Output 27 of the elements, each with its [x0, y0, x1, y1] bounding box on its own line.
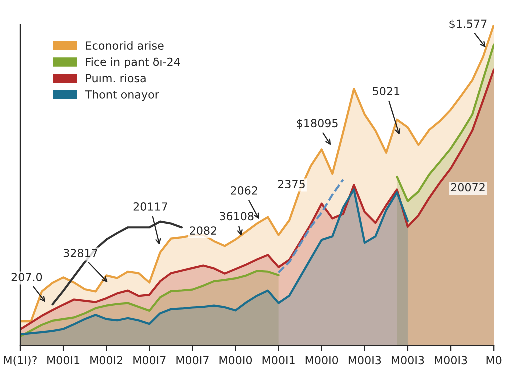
- annotation: 20072: [451, 183, 485, 192]
- annotation: 2082: [190, 226, 216, 235]
- annotation: 20117: [134, 202, 168, 211]
- annotation: 5021: [373, 87, 400, 96]
- x-tick-label: M00I0: [220, 356, 252, 365]
- x-tick-label: M00I1: [48, 356, 80, 365]
- x-tick-label: M(1I)?: [4, 356, 37, 366]
- legend-label: Econorid arise: [86, 41, 164, 50]
- x-tick-label: M00I7: [134, 356, 166, 365]
- x-tick-label: M00I1: [262, 356, 295, 365]
- annotation: 2062: [231, 186, 258, 195]
- x-tick-label: M00I3: [392, 356, 424, 365]
- annotation: $18095: [297, 118, 338, 130]
- annotation: 32817: [64, 249, 98, 258]
- x-tick-label: M00I3: [348, 356, 382, 365]
- legend-label: Thont onayor: [85, 90, 160, 102]
- x-tick-label: M0: [486, 356, 502, 365]
- x-tick-label: M00I7: [176, 356, 209, 365]
- x-tick-label: M00I0: [306, 356, 338, 365]
- annotation: 207.0: [12, 273, 42, 282]
- annotation: $1.577: [450, 20, 487, 30]
- legend-label: Fice in pant δı-24: [86, 58, 180, 68]
- annotation: 36108: [220, 212, 254, 221]
- x-tick-label: M00I3: [435, 356, 468, 365]
- x-tick-label: M00I2: [90, 356, 123, 365]
- annotation: 2375: [278, 180, 305, 189]
- legend-label: Puım. riosa: [86, 74, 146, 83]
